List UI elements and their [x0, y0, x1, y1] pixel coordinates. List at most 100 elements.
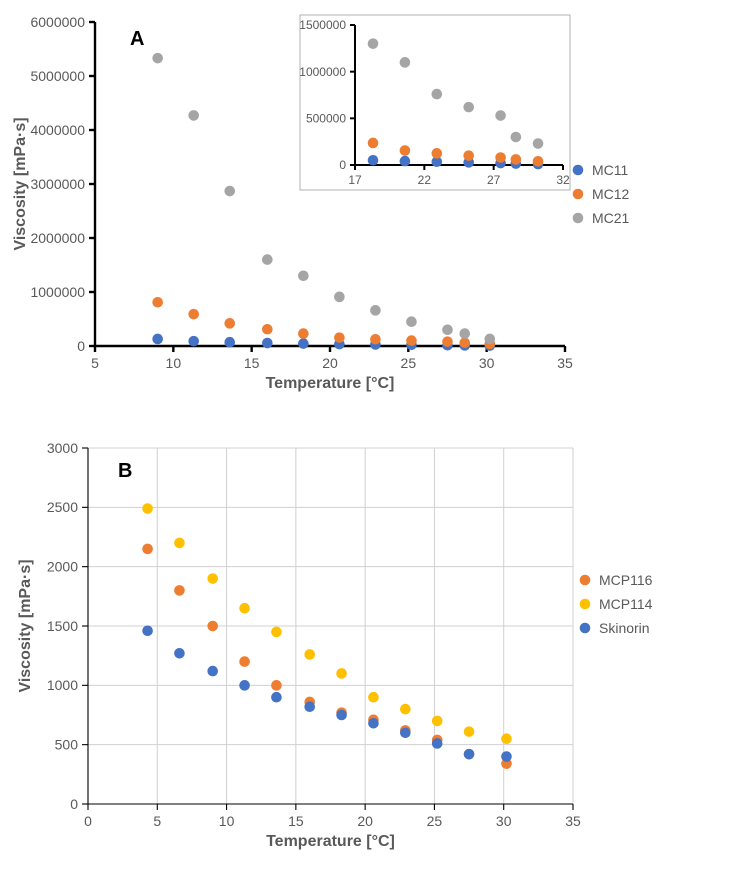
chart-a-MC12-marker	[370, 334, 381, 345]
legend-marker-MC11	[573, 165, 584, 176]
svg-text:5: 5	[153, 813, 161, 829]
svg-text:3000000: 3000000	[30, 176, 85, 192]
legend-marker-MC21	[573, 213, 584, 224]
legend-label-MC21: MC21	[592, 210, 630, 226]
chart-a-inset-MC12-marker	[463, 150, 474, 161]
svg-text:10: 10	[219, 813, 235, 829]
chart-b-MCP116-marker	[239, 656, 250, 667]
svg-text:5: 5	[91, 355, 99, 371]
svg-text:35: 35	[557, 355, 573, 371]
legend-marker-Skinorin	[580, 623, 591, 634]
chart-b-MCP116-marker	[207, 621, 218, 632]
chart-b-MCP114-marker	[207, 573, 218, 584]
chart-a-MC21-marker	[224, 186, 235, 197]
chart-b-Skinorin-marker	[174, 648, 185, 659]
chart-a-inset-MC21-marker	[463, 102, 474, 113]
svg-text:20: 20	[357, 813, 373, 829]
svg-text:1000: 1000	[47, 677, 78, 693]
chart-a-MC21-marker	[262, 254, 273, 265]
svg-text:1500000: 1500000	[299, 18, 346, 32]
chart-a-MC21-marker	[188, 110, 199, 121]
svg-text:500: 500	[55, 737, 79, 753]
chart-a-MC12-marker	[406, 335, 417, 346]
chart-b-MCP114-marker	[432, 716, 443, 727]
svg-text:30: 30	[479, 355, 495, 371]
chart-b-MCP114-marker	[304, 649, 315, 660]
chart-a-MC21-marker	[442, 325, 453, 336]
svg-text:2000000: 2000000	[30, 230, 85, 246]
legend-label-Skinorin: Skinorin	[599, 620, 650, 636]
svg-text:25: 25	[427, 813, 443, 829]
svg-text:6000000: 6000000	[30, 14, 85, 30]
chart-b-Skinorin-marker	[142, 625, 153, 636]
chart-a-MC11-marker	[188, 336, 199, 347]
legend-label-MC12: MC12	[592, 186, 630, 202]
chart-b-MCP114-marker	[239, 603, 250, 614]
svg-text:0: 0	[84, 813, 92, 829]
chart-b-Skinorin-marker	[501, 751, 512, 762]
chart-a-inset-MC21-marker	[511, 132, 522, 143]
svg-text:27: 27	[487, 173, 501, 187]
chart-b: 05101520253035050010001500200025003000Te…	[17, 440, 653, 850]
chart-a-MC12-marker	[334, 332, 345, 343]
chart-a-MC11-marker	[298, 338, 309, 349]
chart-a-MC21-marker	[485, 334, 496, 345]
chart-a-inset-MC12-marker	[511, 154, 522, 165]
chart-a-MC11-marker	[262, 338, 273, 349]
legend-marker-MC12	[573, 189, 584, 200]
chart-a-inset-MC12-marker	[432, 148, 443, 159]
chart-b-MCP116-marker	[271, 680, 282, 691]
chart-a-inset-MC21-marker	[400, 57, 411, 68]
svg-text:0: 0	[70, 796, 78, 812]
svg-text:0: 0	[77, 338, 85, 354]
chart-b-MCP114-marker	[400, 704, 411, 715]
svg-text:1000000: 1000000	[299, 65, 346, 79]
svg-text:32: 32	[556, 173, 570, 187]
legend-marker-MCP116	[580, 575, 591, 586]
legend-label-MCP116: MCP116	[599, 572, 653, 588]
chart-b-Skinorin-marker	[304, 701, 315, 712]
chart-b-MCP114-marker	[464, 726, 475, 737]
svg-text:500000: 500000	[306, 112, 346, 126]
chart-b-MCP116-marker	[142, 544, 153, 555]
chart-b-Skinorin-marker	[239, 680, 250, 691]
chart-a-inset-MC11-marker	[368, 155, 379, 166]
chart-a: 5101520253035010000002000000300000040000…	[12, 14, 630, 392]
svg-text:25: 25	[401, 355, 417, 371]
chart-a-inset-MC21-marker	[432, 89, 443, 100]
chart-b-Skinorin-marker	[400, 728, 411, 739]
chart-b-MCP114-marker	[368, 692, 379, 703]
chart-b-MCP114-marker	[142, 503, 153, 514]
svg-text:15: 15	[244, 355, 260, 371]
svg-text:0: 0	[339, 158, 346, 172]
legend-label-MCP114: MCP114	[599, 596, 653, 612]
chart-a-inset-MC12-marker	[495, 152, 506, 163]
chart-a-MC11-marker	[152, 334, 163, 345]
chart-a-inset-MC12-marker	[400, 145, 411, 156]
chart-b-panel-letter: B	[118, 460, 132, 482]
chart-b-Skinorin-marker	[207, 666, 218, 677]
chart-a-MC12-marker	[188, 309, 199, 320]
chart-b-Skinorin-marker	[464, 749, 475, 760]
chart-a-MC12-marker	[224, 318, 235, 329]
chart-a-MC21-marker	[298, 271, 309, 282]
legend-marker-MCP114	[580, 599, 591, 610]
chart-a-inset-MC21-marker	[495, 110, 506, 121]
svg-text:4000000: 4000000	[30, 122, 85, 138]
chart-b-x-title: Temperature [°C]	[266, 833, 395, 850]
legend-label-MC11: MC11	[592, 162, 629, 178]
chart-a-inset-MC12-marker	[533, 156, 544, 167]
svg-text:35: 35	[565, 813, 581, 829]
chart-a-y-title: Viscosity [mPa·s]	[12, 117, 29, 250]
chart-b-Skinorin-marker	[432, 738, 443, 749]
chart-a-inset-MC21-marker	[368, 38, 379, 49]
chart-a-MC12-marker	[298, 328, 309, 339]
chart-b-Skinorin-marker	[336, 710, 347, 721]
chart-a-inset: 17222732050000010000001500000	[299, 15, 570, 190]
chart-b-MCP116-marker	[174, 585, 185, 596]
svg-text:3000: 3000	[47, 440, 78, 456]
chart-b-MCP114-marker	[271, 627, 282, 638]
chart-a-MC11-marker	[224, 337, 235, 348]
svg-text:2500: 2500	[47, 499, 78, 515]
chart-a-MC21-marker	[370, 305, 381, 316]
